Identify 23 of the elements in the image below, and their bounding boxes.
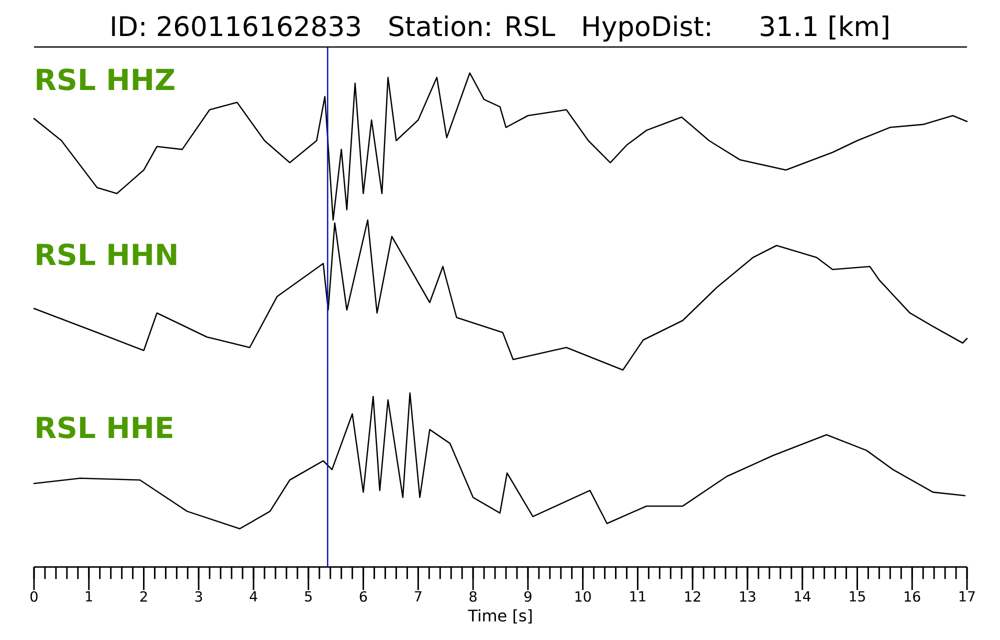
x-tick-label: 3 xyxy=(195,591,202,602)
series-label: RSL HHE xyxy=(36,416,172,438)
x-tick-label: 5 xyxy=(305,591,312,602)
x-tick-label: 2 xyxy=(140,591,147,602)
x-tick-label: 6 xyxy=(360,591,367,602)
x-tick-label: 7 xyxy=(414,591,422,602)
chart-title: ID: 260116162833 Station: RSL HypoDist: 31.1 [km] xyxy=(112,15,888,42)
x-tick-label: 4 xyxy=(250,591,258,602)
x-tick-label: 17 xyxy=(960,591,975,602)
x-tick-label: 12 xyxy=(685,591,700,602)
x-tick-label: 8 xyxy=(470,591,477,602)
series-label: RSL HHZ xyxy=(36,68,174,90)
x-tick-label: 1 xyxy=(86,591,92,602)
x-tick-label: 10 xyxy=(575,591,591,602)
x-tick-label: 16 xyxy=(904,591,920,602)
x-tick-label: 11 xyxy=(630,591,646,602)
x-tick-label: 14 xyxy=(794,591,810,602)
x-axis-title: Time [s] xyxy=(468,609,532,624)
x-tick-label: 9 xyxy=(524,591,532,602)
x-tick-label: 15 xyxy=(850,591,865,602)
series-label: RSL HHN xyxy=(36,243,176,266)
x-tick-label: 13 xyxy=(740,591,756,602)
x-tick-label: 0 xyxy=(30,591,38,602)
